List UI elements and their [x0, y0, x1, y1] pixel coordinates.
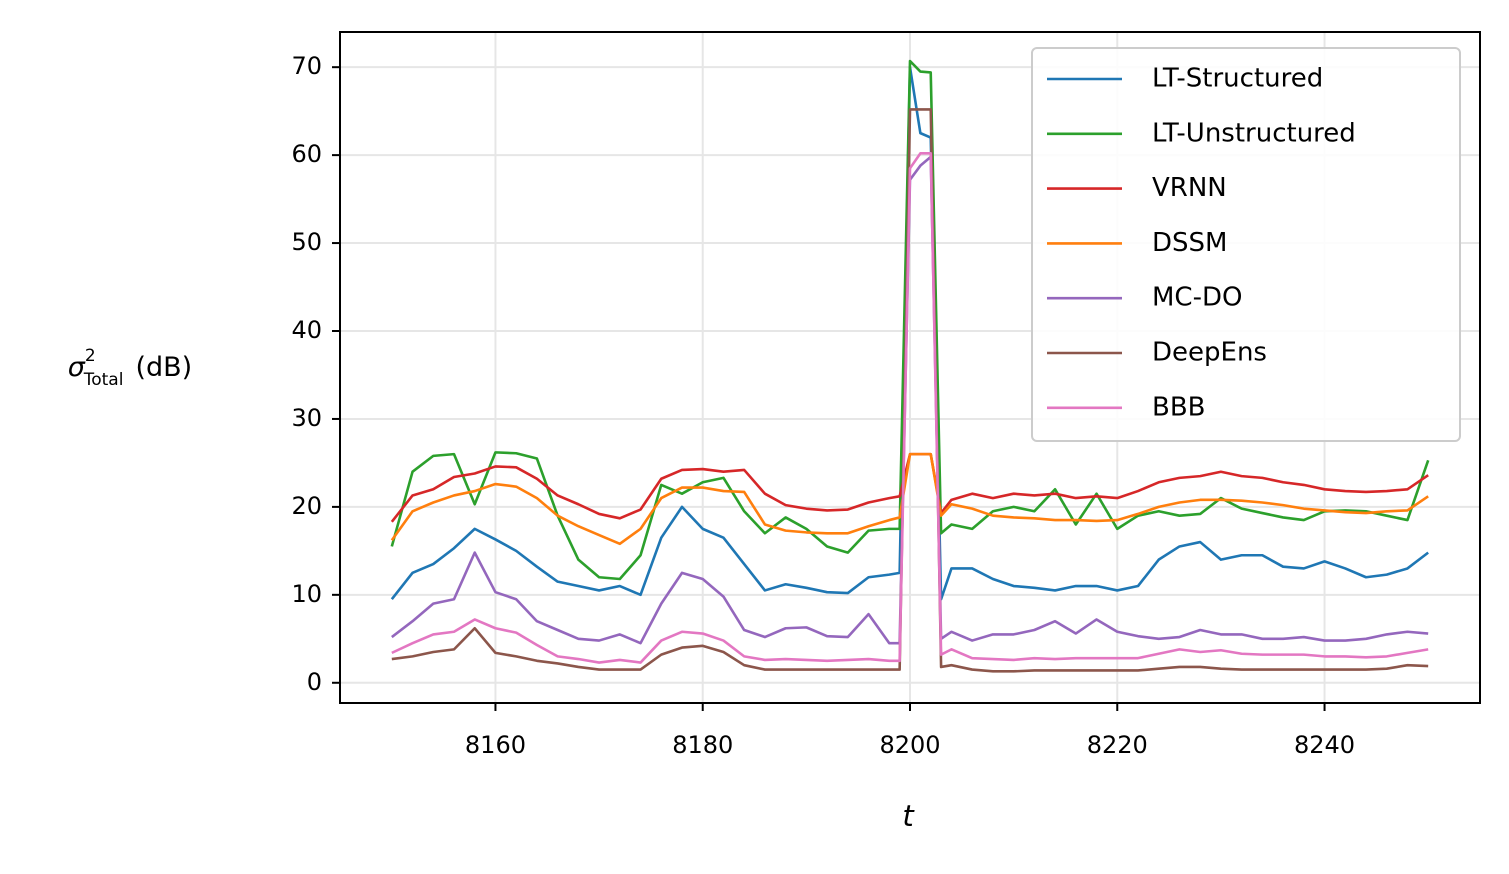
series-line — [391, 155, 1429, 645]
legend-label: BBB — [1152, 392, 1206, 422]
legend-label: LT-Unstructured — [1152, 118, 1356, 148]
legend-label: MC-DO — [1152, 283, 1242, 313]
series-line — [390, 65, 1429, 601]
series-line — [390, 59, 1430, 581]
legend-label: VRNN — [1152, 173, 1227, 203]
x-tick-label: 8200 — [879, 731, 940, 759]
y-tick-label: 60 — [291, 140, 322, 168]
plot-frame — [339, 31, 1481, 704]
series-line — [390, 452, 1429, 546]
x-tick-label: 8220 — [1087, 731, 1148, 759]
y-label-superscript: 2 — [85, 346, 96, 366]
x-tick-label: 8160 — [465, 731, 526, 759]
y-label-subscript: Total — [83, 370, 124, 390]
series-line — [391, 108, 1429, 673]
y-tick-label: 40 — [291, 316, 322, 344]
x-axis-label: t — [902, 799, 915, 833]
y-tick-label: 30 — [291, 404, 322, 432]
y-tick-label: 10 — [291, 580, 322, 608]
y-axis-label: σ2 Total (dB) — [68, 346, 192, 390]
x-tick-label: 8240 — [1294, 731, 1355, 759]
legend-label: LT-Structured — [1152, 64, 1323, 94]
series-line — [391, 152, 1429, 664]
y-tick-label: 50 — [291, 228, 322, 256]
legend-box — [1031, 47, 1461, 442]
y-label-unit: (dB) — [135, 352, 192, 383]
y-tick-label: 20 — [291, 492, 322, 520]
x-tick-label: 8180 — [672, 731, 733, 759]
y-tick-label: 0 — [307, 668, 322, 696]
legend-label: DeepEns — [1152, 338, 1267, 368]
y-label-symbol: σ — [68, 352, 86, 383]
y-tick-label: 70 — [291, 52, 322, 80]
legend-label: DSSM — [1152, 228, 1227, 258]
